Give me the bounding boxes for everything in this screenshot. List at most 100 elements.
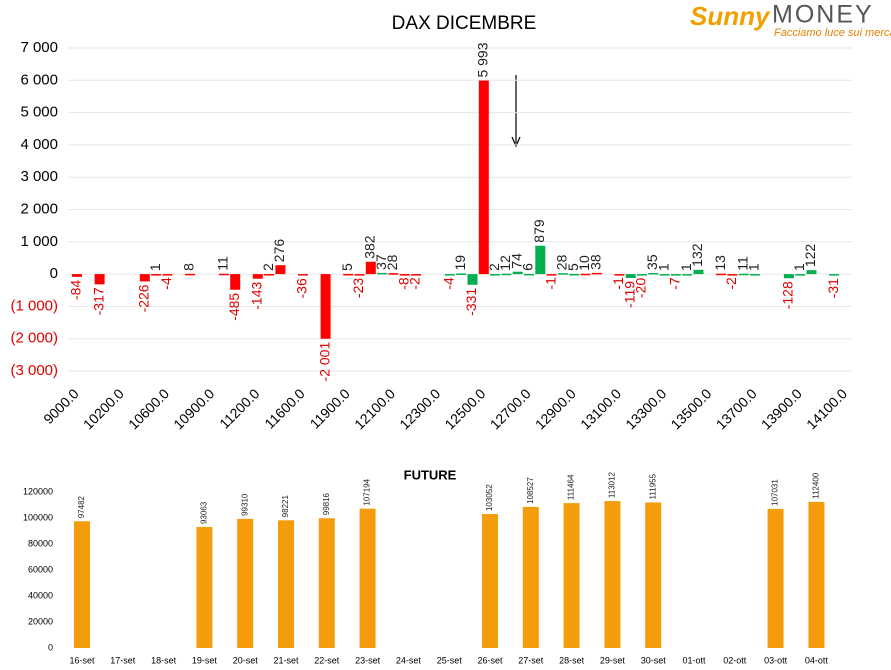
bar [637,274,647,276]
data-label: 113012 [608,471,617,498]
y-tick-label: 0 [50,265,58,282]
data-label: 74 [508,253,524,269]
bar [388,273,399,275]
data-label: -4 [441,277,457,290]
x-tick-label: 14100.0 [803,385,850,432]
bar [750,274,760,276]
data-label: 112400 [812,472,821,499]
bar [569,273,580,276]
x-tick-label: 28-set [559,655,585,665]
data-label: -331 [463,288,479,316]
x-tick-label: 10200.0 [80,385,127,432]
bar [343,273,354,276]
logo-brand: Sunny [690,1,771,31]
bar [482,514,498,648]
bar [670,274,681,276]
data-label: 5 [565,263,581,271]
bar [275,265,286,275]
x-tick-label: 02-ott [723,655,747,665]
data-label: -485 [226,293,242,321]
x-tick-label: 13500.0 [667,385,714,432]
bar [659,274,670,276]
bar [535,245,546,275]
bar [645,502,662,648]
bar [806,270,817,275]
y-tick-label: 0 [48,642,53,652]
x-tick-label: 16-set [69,655,95,665]
bar [411,274,421,276]
bar [783,274,794,279]
data-label: 97482 [77,495,86,518]
data-label: 12 [497,255,513,271]
data-label: 38 [588,254,604,270]
bar [252,274,263,279]
y-tick-label: (3 000) [10,362,58,379]
bar [829,274,840,276]
x-tick-label: 11600.0 [261,385,308,432]
x-tick-label: 10900.0 [170,385,217,432]
y-tick-label: (2 000) [10,330,58,347]
x-tick-label: 12500.0 [441,385,488,432]
x-tick-label: 29-set [600,655,626,665]
bar [614,274,625,276]
data-label: 28 [554,254,570,270]
y-tick-label: 120000 [23,486,53,496]
y-tick-label: 1 000 [20,233,58,250]
x-tick-label: 19-set [192,655,218,665]
x-tick-label: 04-ott [805,655,829,665]
bar [738,273,749,276]
data-label: 2 [486,263,502,271]
x-tick-label: 13300.0 [622,385,669,432]
data-label: -1 [542,277,558,290]
data-label: 35 [644,254,660,270]
y-tick-label: 6 000 [20,71,58,88]
logo-tagline: Facciamo luce sui mercati [774,27,891,39]
bar [185,273,195,276]
data-label: 37 [373,254,389,270]
bar [456,273,467,275]
data-label: 8 [181,263,197,271]
x-tick-label: 27-set [518,655,544,665]
data-label: 5 993 [475,42,491,77]
bar [72,274,82,277]
bar [94,274,105,285]
bar [218,273,229,276]
data-label: 10 [576,255,592,271]
data-label: 13 [712,255,728,271]
data-label: -4 [158,277,174,290]
data-label: -8 [395,277,411,290]
data-label: 111464 [567,474,576,500]
bar [139,274,150,282]
data-label: 28 [384,254,400,270]
data-label: -226 [136,284,152,312]
bar [74,521,90,648]
bar [278,520,294,648]
data-label: 132 [689,243,705,267]
bar [162,274,173,276]
data-label: 382 [362,235,378,259]
x-tick-label: 12100.0 [351,385,398,432]
bar [237,518,254,648]
x-tick-label: 10600.0 [125,385,172,432]
x-tick-label: 18-set [151,655,177,665]
data-label: 122 [802,244,818,268]
data-label: 1 [655,263,671,271]
bar [490,274,501,276]
data-label: 111955 [648,473,657,499]
bar [693,269,704,275]
x-tick-label: 13100.0 [577,385,624,432]
data-label: -23 [350,278,366,298]
data-label: -2 001 [316,342,332,382]
bar [478,80,489,275]
data-label: 19 [452,255,468,271]
x-tick-label: 12300.0 [396,385,443,432]
y-tick-label: 80000 [28,538,53,548]
bar [359,508,376,648]
x-tick-label: 11200.0 [216,385,263,432]
y-tick-label: 2 000 [20,200,58,217]
x-tick-label: 23-set [355,655,381,665]
y-tick-label: 40000 [28,590,53,600]
x-tick-label: 21-set [273,655,299,665]
data-label: 1 [791,263,807,271]
bar [563,503,580,648]
